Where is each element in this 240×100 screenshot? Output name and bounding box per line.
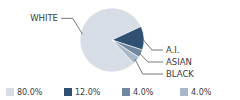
svg-text:4.0%: 4.0% [133,88,154,97]
svg-text:WHITE: WHITE [30,13,58,23]
svg-text:80.0%: 80.0% [17,88,43,97]
svg-text:ASIAN: ASIAN [166,57,192,67]
svg-text:BLACK: BLACK [166,69,194,79]
svg-text:4.0%: 4.0% [191,88,212,97]
svg-text:12.0%: 12.0% [75,88,101,97]
svg-text:A.I.: A.I. [166,45,180,55]
